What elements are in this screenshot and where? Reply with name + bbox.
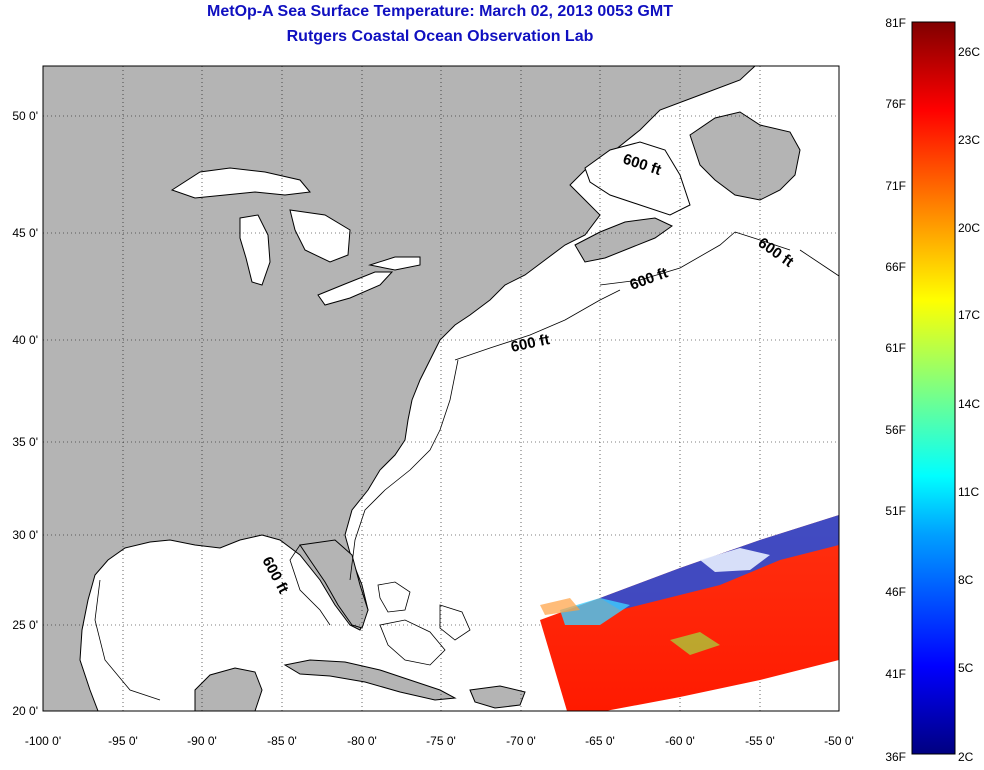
- cb-c-label: 23C: [958, 133, 980, 147]
- lake-erie: [317, 271, 394, 306]
- lake-michigan: [239, 214, 271, 286]
- cb-f-label: 36F: [885, 750, 906, 764]
- cb-f-label: 46F: [885, 585, 906, 599]
- lat-label: 30 0': [12, 528, 38, 542]
- sst-swath-cloud: [700, 548, 770, 572]
- lon-label: -65 0': [585, 734, 615, 748]
- lat-label: 25 0': [12, 618, 38, 632]
- cb-f-label: 76F: [885, 97, 906, 111]
- colorbar-bar: [911, 21, 956, 755]
- lon-label: -75 0': [426, 734, 456, 748]
- lon-label: -100 0': [25, 734, 61, 748]
- cb-c-label: 11C: [958, 485, 979, 499]
- map-frame: [42, 65, 840, 712]
- cb-c-label: 26C: [958, 45, 980, 59]
- nova-scotia-land: [574, 217, 673, 263]
- florida-land: [299, 539, 369, 629]
- cb-c-label: 5C: [958, 661, 974, 675]
- colorbar: 81F 76F 71F 66F 61F 56F 51F 46F 41F 36F …: [885, 16, 980, 764]
- cb-c-label: 8C: [958, 573, 974, 587]
- cb-c-label: 20C: [958, 221, 980, 235]
- lon-label: -95 0': [108, 734, 138, 748]
- sst-swath: [540, 515, 839, 711]
- colorbar-c-labels: 26C 23C 20C 17C 14C 11C 8C 5C 2C: [958, 45, 980, 764]
- lon-label: -60 0': [665, 734, 695, 748]
- cb-f-label: 41F: [885, 667, 906, 681]
- lat-label: 40 0': [12, 333, 38, 347]
- cb-f-label: 61F: [885, 341, 906, 355]
- cb-f-label: 71F: [885, 179, 906, 193]
- north-america-land: [43, 66, 756, 711]
- cuba-land: [283, 659, 457, 701]
- cb-f-label: 66F: [885, 260, 906, 274]
- cb-f-label: 56F: [885, 423, 906, 437]
- lat-label: 35 0': [12, 435, 38, 449]
- colorbar-f-labels: 81F 76F 71F 66F 61F 56F 51F 46F 41F 36F: [885, 16, 906, 764]
- lon-labels: -100 0' -95 0' -90 0' -85 0' -80 0' -75 …: [25, 734, 854, 748]
- cb-f-label: 81F: [885, 16, 906, 30]
- lake-ontario: [368, 256, 421, 271]
- lat-label: 45 0': [12, 226, 38, 240]
- yucatan-land: [194, 667, 263, 711]
- lon-label: -90 0': [187, 734, 217, 748]
- lon-label: -85 0': [267, 734, 297, 748]
- lon-label: -55 0': [745, 734, 775, 748]
- gulf-st-lawrence: [584, 141, 691, 216]
- lat-label: 20 0': [12, 704, 38, 718]
- cb-c-label: 2C: [958, 750, 974, 764]
- sst-swath-cyan: [560, 598, 630, 625]
- lon-label: -80 0': [347, 734, 377, 748]
- cb-c-label: 14C: [958, 397, 980, 411]
- lake-superior: [170, 167, 311, 199]
- lon-label: -70 0': [506, 734, 536, 748]
- lon-label: -50 0': [824, 734, 854, 748]
- hispaniola-land: [469, 685, 526, 709]
- bahamas-outlines: [377, 581, 471, 666]
- map-subtitle: Rutgers Coastal Ocean Observation Lab: [286, 28, 594, 45]
- graticule: [43, 66, 839, 711]
- sst-swath-green: [670, 632, 720, 655]
- lake-huron: [289, 209, 351, 263]
- cb-f-label: 51F: [885, 504, 906, 518]
- newfoundland-land: [689, 111, 801, 201]
- cb-c-label: 17C: [958, 308, 980, 322]
- lat-label: 50 0': [12, 109, 38, 123]
- map-title: MetOp-A Sea Surface Temperature: March 0…: [207, 3, 673, 20]
- lat-labels: 50 0' 45 0' 40 0' 35 0' 30 0' 25 0' 20 0…: [12, 109, 38, 718]
- sst-swath-edge: [540, 598, 580, 615]
- isobath-lines: [94, 231, 839, 701]
